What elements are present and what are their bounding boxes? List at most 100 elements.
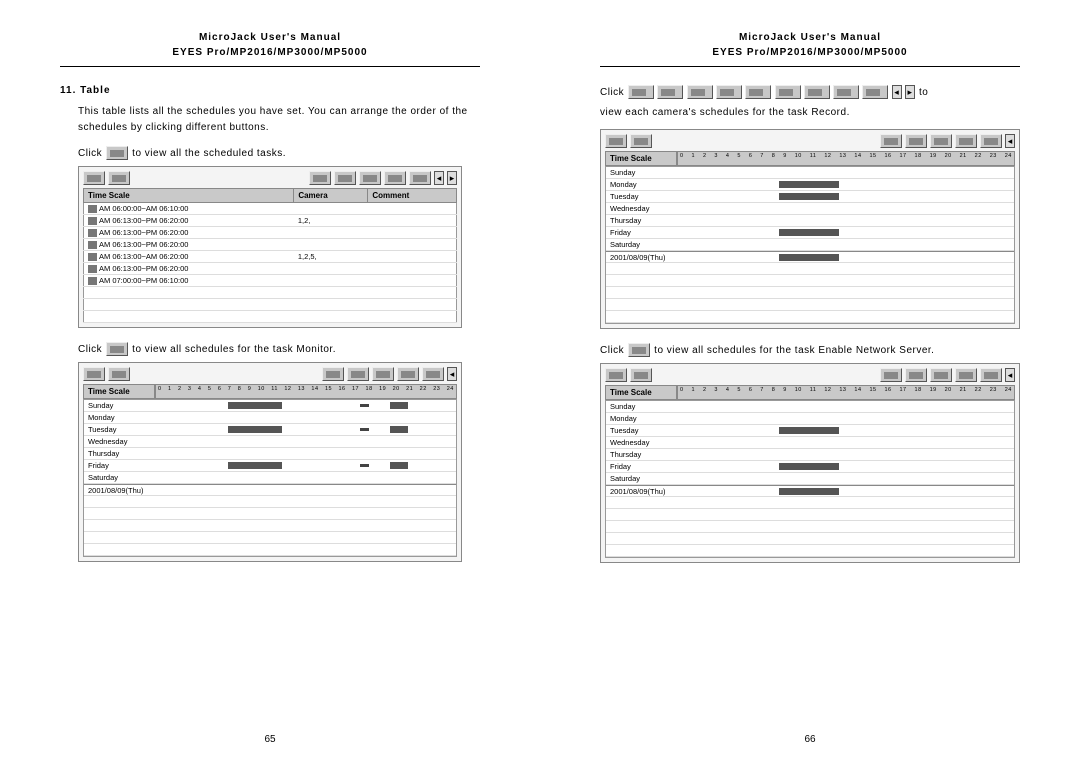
timeline-row: Wednesday (606, 437, 1014, 449)
toolbar-monitor-icon[interactable] (106, 342, 128, 356)
cam-icon[interactable] (687, 85, 713, 99)
click-row-1: Click to view all the scheduled tasks. (78, 146, 480, 160)
screenshot-table: ◂ ▸ Time Scale Camera Comment AM 06:00:0… (78, 166, 462, 328)
table-row[interactable]: AM 07:00:00~PM 06:10:00 (84, 275, 457, 287)
click-post: to view all schedules for the task Monit… (132, 344, 336, 355)
tb-icon[interactable] (322, 367, 344, 381)
timeline-label: Time Scale (83, 384, 155, 399)
click-pre: Click (600, 87, 624, 98)
page-number: 65 (0, 734, 540, 745)
header-right: MicroJack User's Manual EYES Pro/MP2016/… (600, 30, 1020, 60)
scroll-left-icon[interactable]: ◂ (1005, 134, 1015, 148)
col-timescale[interactable]: Time Scale (84, 189, 294, 203)
header-rule (60, 66, 480, 67)
table-row[interactable]: AM 06:13:00~PM 06:20:00 (84, 239, 457, 251)
cam-icon[interactable] (833, 85, 859, 99)
tb-icon[interactable] (83, 367, 105, 381)
tb-icon[interactable] (880, 368, 902, 382)
timeline-row: Thursday (606, 215, 1014, 227)
click-pre: Click (78, 344, 102, 355)
table-row[interactable]: AM 06:13:00~PM 06:20:00 (84, 263, 457, 275)
cam-icon[interactable] (862, 85, 888, 99)
timeline-row: Monday (606, 413, 1014, 425)
tb-icon[interactable] (409, 171, 431, 185)
tb-icon[interactable] (905, 134, 927, 148)
tb-icon[interactable] (422, 367, 444, 381)
tb-icon[interactable] (980, 368, 1002, 382)
scroll-right-icon[interactable]: ▸ (447, 171, 457, 185)
tb-icon[interactable] (108, 367, 130, 381)
page-left: MicroJack User's Manual EYES Pro/MP2016/… (0, 0, 540, 763)
timeline-row: Monday (84, 412, 456, 424)
table-row[interactable]: AM 06:13:00~PM 06:20:00 (84, 227, 457, 239)
tb-icon[interactable] (930, 134, 952, 148)
timeline-row: Friday (84, 460, 456, 472)
table-row[interactable]: AM 06:13:00~PM 06:20:001,2, (84, 215, 457, 227)
tb-icon[interactable] (359, 171, 381, 185)
tb-icon[interactable] (334, 171, 356, 185)
schedule-table: Time Scale Camera Comment AM 06:00:00~AM… (83, 188, 457, 323)
timeline-row: Thursday (84, 448, 456, 460)
tb-icon[interactable] (309, 171, 331, 185)
col-comment[interactable]: Comment (368, 189, 457, 203)
cam-icon[interactable] (657, 85, 683, 99)
tb-icon[interactable] (605, 134, 627, 148)
tb-icon[interactable] (605, 368, 627, 382)
section-title: 11. Table (60, 85, 480, 96)
timeline-row: 2001/08/09(Thu) (84, 484, 456, 496)
scroll-left-icon[interactable]: ◂ (447, 367, 457, 381)
scroll-right-icon[interactable]: ▸ (905, 85, 915, 99)
network-icon[interactable] (628, 343, 650, 357)
header-subtitle: EYES Pro/MP2016/MP3000/MP5000 (600, 45, 1020, 60)
timeline-row: 2001/08/09(Thu) (606, 485, 1014, 497)
screenshot-timeline-1: ◂ Time Scale 012345678910111213141516171… (78, 362, 462, 562)
timeline-hours: 0123456789101112131415161718192021222324 (155, 384, 457, 399)
tb-icon[interactable] (108, 171, 130, 185)
tb-icon[interactable] (83, 171, 105, 185)
scroll-left-icon[interactable]: ◂ (434, 171, 444, 185)
timeline-label: Time Scale (605, 385, 677, 400)
page-right: MicroJack User's Manual EYES Pro/MP2016/… (540, 0, 1080, 763)
tb-icon[interactable] (955, 134, 977, 148)
timeline-row: Wednesday (606, 203, 1014, 215)
timeline-row: Sunday (84, 400, 456, 412)
click-pre: Click (600, 345, 624, 356)
timeline-row: Thursday (606, 449, 1014, 461)
tb-icon[interactable] (347, 367, 369, 381)
camera-icon-bar: ◂ ▸ (628, 85, 915, 99)
click-row-2: Click to view all schedules for the task… (78, 342, 480, 356)
table-row[interactable]: AM 06:13:00~AM 06:20:001,2,5, (84, 251, 457, 263)
tb-icon[interactable] (980, 134, 1002, 148)
timeline-row: Sunday (606, 401, 1014, 413)
cam-icon[interactable] (628, 85, 654, 99)
header-title: MicroJack User's Manual (60, 30, 480, 45)
tb-icon[interactable] (384, 171, 406, 185)
timeline-label: Time Scale (605, 151, 677, 166)
header-subtitle: EYES Pro/MP2016/MP3000/MP5000 (60, 45, 480, 60)
click-line2: view each camera's schedules for the tas… (600, 105, 1020, 121)
timeline-hours: 0123456789101112131415161718192021222324 (677, 151, 1015, 166)
tb-icon[interactable] (397, 367, 419, 381)
scroll-left-icon[interactable]: ◂ (1005, 368, 1015, 382)
tb-icon[interactable] (930, 368, 952, 382)
cam-icon[interactable] (804, 85, 830, 99)
col-camera[interactable]: Camera (294, 189, 368, 203)
tb-icon[interactable] (372, 367, 394, 381)
timeline-row: Monday (606, 179, 1014, 191)
toolbar-all-icon[interactable] (106, 146, 128, 160)
click-row-r2: Click to view all schedules for the task… (600, 343, 1020, 357)
table-row[interactable]: AM 06:00:00~AM 06:10:00 (84, 203, 457, 215)
cam-icon[interactable] (775, 85, 801, 99)
timeline-row: Tuesday (84, 424, 456, 436)
tb-icon[interactable] (955, 368, 977, 382)
tb-icon[interactable] (630, 368, 652, 382)
click-row-r1: Click ◂ ▸ to (600, 85, 1020, 99)
tb-icon[interactable] (630, 134, 652, 148)
tb-icon[interactable] (880, 134, 902, 148)
cam-icon[interactable] (716, 85, 742, 99)
cam-icon[interactable] (745, 85, 771, 99)
scroll-left-icon[interactable]: ◂ (892, 85, 902, 99)
timeline-row: Friday (606, 461, 1014, 473)
tb-icon[interactable] (905, 368, 927, 382)
timeline-row: Saturday (606, 473, 1014, 485)
